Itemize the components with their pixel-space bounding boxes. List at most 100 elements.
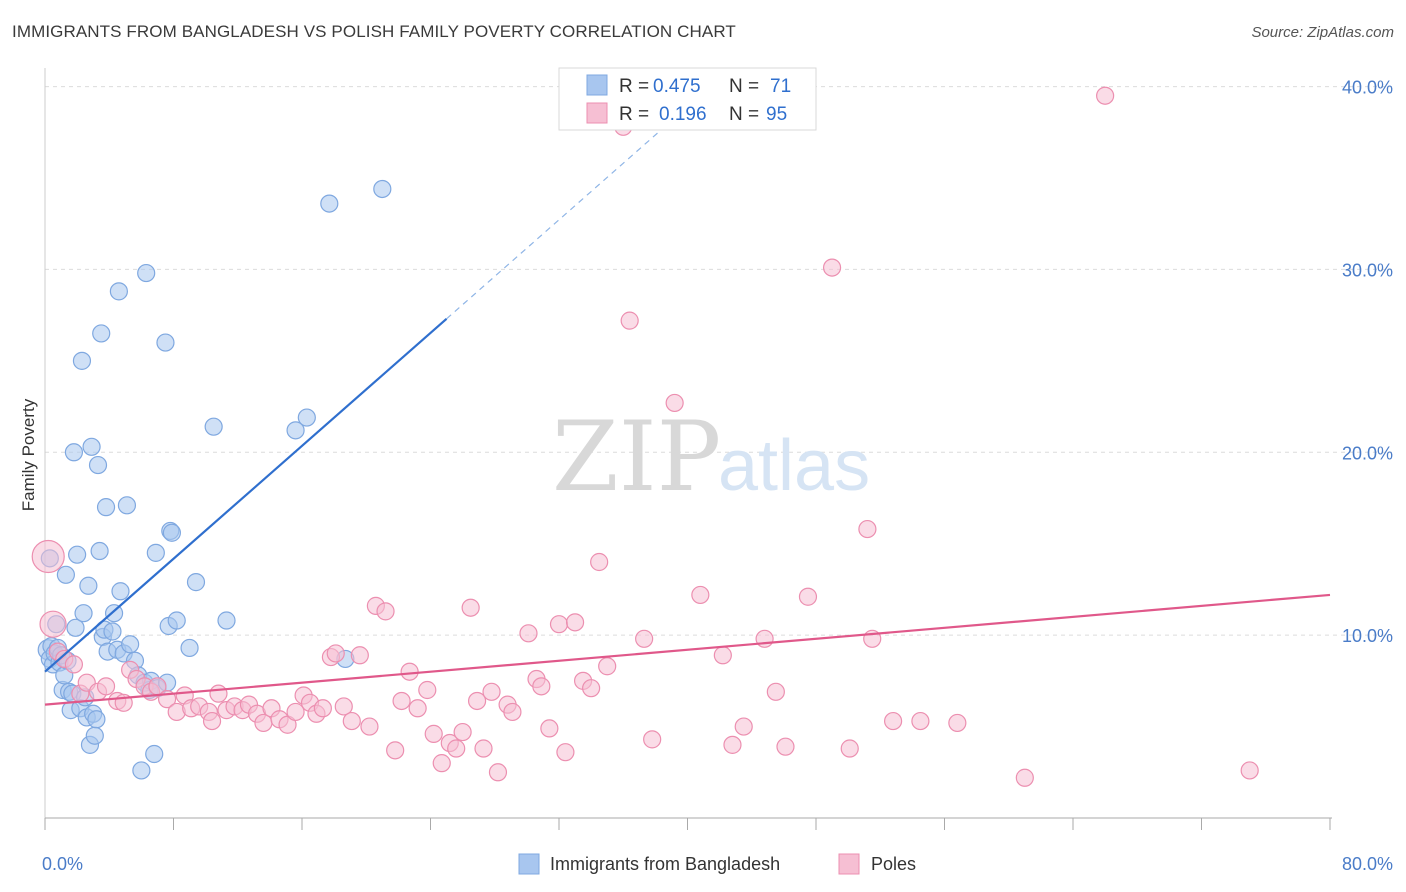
bangladesh-point-17 — [68, 545, 87, 564]
series-poles-points — [31, 86, 1259, 787]
legend-series: Immigrants from Bangladesh Poles — [518, 853, 916, 875]
poles-point-72 — [590, 552, 609, 572]
trend-lines — [44, 106, 1331, 706]
bangladesh-point-64 — [286, 421, 305, 440]
bangladesh-point-23 — [79, 576, 98, 595]
poles-point-40 — [334, 697, 353, 716]
bottom-legend-swatch-bangladesh — [518, 853, 540, 875]
bangladesh-point-51 — [145, 744, 164, 764]
poles-point-65 — [532, 677, 551, 696]
bangladesh-point-70 — [56, 565, 75, 584]
poles-point-81 — [723, 735, 742, 754]
poles-point-78 — [665, 393, 684, 413]
poles-point-71 — [582, 679, 601, 698]
poles-point-88 — [840, 739, 859, 758]
poles-point-93 — [948, 713, 967, 733]
poles-point-43 — [360, 717, 379, 736]
poles-point-33 — [286, 702, 305, 722]
poles-point-80 — [713, 646, 732, 665]
bangladesh-point-54 — [156, 333, 175, 352]
bangladesh-point-58 — [162, 523, 181, 542]
poles-point-63 — [519, 624, 538, 643]
x-tick-label-1: 80.0% — [1342, 854, 1393, 874]
bangladesh-point-61 — [186, 573, 206, 592]
bangladesh-point-65 — [297, 408, 316, 427]
legend-r-value-2: 0.196 — [659, 104, 707, 125]
poles-point-8 — [96, 677, 116, 696]
bangladesh-point-66 — [320, 194, 339, 213]
x-tick-labels: 0.0% 80.0% — [42, 854, 1393, 874]
poles-point-75 — [620, 311, 639, 330]
bangladesh-point-59 — [167, 611, 186, 630]
bangladesh-point-36 — [103, 622, 122, 641]
poles-point-96 — [1240, 761, 1259, 780]
poles-point-37 — [313, 699, 332, 718]
poles-point-46 — [386, 741, 405, 760]
watermark-atlas: atlas — [718, 426, 870, 506]
y-tick-label-2: 30.0% — [1342, 260, 1393, 280]
legend-swatch-poles — [586, 102, 608, 124]
bangladesh-point-34 — [96, 498, 116, 517]
bangladesh-point-46 — [132, 761, 151, 780]
bangladesh-point-40 — [111, 582, 130, 601]
bangladesh-point-62 — [204, 417, 223, 436]
poles-point-22 — [202, 711, 222, 731]
legend-n-value-1: 71 — [770, 76, 791, 97]
bangladesh-point-43 — [121, 635, 140, 654]
poles-point-62 — [503, 702, 522, 722]
poles-point-47 — [392, 691, 411, 711]
poles-point-57 — [467, 691, 487, 711]
watermark-zip: ZIP — [552, 401, 721, 513]
poles-point-89 — [858, 519, 877, 539]
poles-point-60 — [488, 763, 508, 782]
poles-point-86 — [798, 587, 818, 606]
trend-line-bangladesh-extension — [446, 106, 688, 320]
poles-point-48 — [400, 662, 419, 681]
y-tick-labels: 10.0% 20.0% 30.0% 40.0% — [1342, 78, 1393, 647]
y-tick-label-0: 10.0% — [1342, 626, 1393, 646]
legend-n-value-2: 95 — [766, 104, 787, 125]
poles-point-94 — [1015, 768, 1034, 787]
x-tick-label-0: 0.0% — [42, 854, 83, 874]
poles-point-41 — [342, 711, 361, 731]
bangladesh-point-42 — [117, 496, 137, 515]
poles-point-87 — [822, 258, 842, 277]
y-axis-label: Family Poverty — [19, 398, 38, 511]
legend-r-value-1: 0.475 — [653, 76, 701, 97]
poles-point-85 — [776, 737, 795, 756]
legend-stats: R = 0.475 N = 71 R = 0.196 N = 95 — [558, 67, 817, 131]
poles-point-45 — [376, 602, 395, 621]
poles-point-82 — [734, 717, 753, 736]
bangladesh-point-15 — [64, 443, 84, 462]
poles-point-54 — [447, 739, 466, 758]
poles-point-0 — [31, 539, 65, 574]
bottom-legend-label-bangladesh: Immigrants from Bangladesh — [550, 854, 780, 874]
bangladesh-point-29 — [88, 455, 108, 475]
poles-point-55 — [453, 722, 472, 742]
poles-point-49 — [408, 699, 427, 718]
poles-point-66 — [540, 719, 559, 738]
y-tick-label-3: 40.0% — [1342, 78, 1393, 98]
legend-r-label-2: R = — [619, 104, 649, 125]
bangladesh-point-30 — [90, 541, 109, 561]
bangladesh-point-60 — [180, 638, 199, 658]
poles-point-67 — [549, 615, 569, 634]
axes — [44, 68, 1332, 830]
poles-point-91 — [883, 711, 903, 731]
legend-n-label-1: N = — [729, 76, 759, 97]
bangladesh-point-63 — [217, 611, 236, 630]
poles-point-1 — [39, 610, 67, 638]
poles-point-73 — [598, 657, 617, 676]
poles-point-59 — [482, 682, 501, 701]
legend-n-label-2: N = — [729, 104, 759, 125]
bangladesh-point-25 — [82, 437, 101, 456]
poles-point-42 — [350, 646, 369, 665]
trend-line-bangladesh — [44, 317, 448, 673]
legend-r-label-1: R = — [619, 76, 649, 97]
bangladesh-point-27 — [85, 726, 104, 745]
watermark: ZIP atlas — [552, 401, 870, 513]
poles-point-39 — [326, 644, 345, 663]
bottom-legend-label-poles: Poles — [871, 854, 916, 874]
poles-point-77 — [643, 730, 662, 749]
